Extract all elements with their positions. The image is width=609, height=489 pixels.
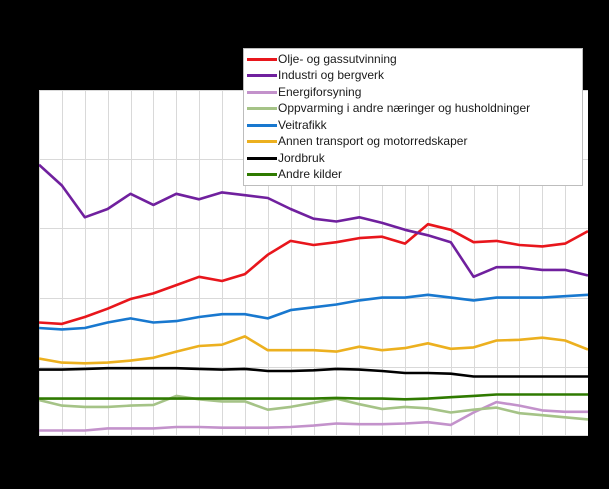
legend-item-label: Industri og bergverk bbox=[278, 68, 385, 83]
legend-item-label: Veitrafikk bbox=[278, 117, 327, 132]
legend-line-swatch bbox=[247, 90, 277, 94]
legend-line-swatch bbox=[247, 107, 277, 111]
series-line-3 bbox=[39, 394, 588, 421]
legend-item: Oppvarming i andre næringer og husholdni… bbox=[247, 101, 582, 117]
legend-item: Andre kilder bbox=[247, 167, 582, 183]
line-chart-svg bbox=[39, 90, 588, 436]
series-line-1 bbox=[39, 163, 588, 279]
legend-item: Olje- og gassutvinning bbox=[247, 51, 582, 67]
legend-line-swatch bbox=[247, 123, 277, 127]
legend-line-swatch bbox=[247, 156, 277, 160]
legend-item: Annen transport og motorredskaper bbox=[247, 134, 582, 150]
legend-line-swatch bbox=[247, 57, 277, 61]
legend-item: Jordbruk bbox=[247, 150, 582, 166]
legend-line-swatch bbox=[247, 140, 277, 144]
legend-item: Industri og bergverk bbox=[247, 68, 582, 84]
legend: Olje- og gassutvinning Industri og bergve… bbox=[243, 48, 583, 186]
legend-item-label: Annen transport og motorredskaper bbox=[278, 134, 468, 149]
series-line-2 bbox=[39, 400, 588, 432]
legend-item: Energiforsyning bbox=[247, 84, 582, 100]
legend-item-label: Energiforsyning bbox=[278, 84, 362, 99]
series-line-6 bbox=[39, 366, 588, 378]
series-line-4 bbox=[39, 293, 588, 331]
legend-item-label: Jordbruk bbox=[278, 150, 325, 165]
legend-item-label: Olje- og gassutvinning bbox=[278, 51, 397, 66]
gridlines bbox=[39, 90, 588, 436]
series-line-5 bbox=[39, 335, 588, 365]
legend-item-label: Andre kilder bbox=[278, 167, 343, 182]
legend-item: Veitrafikk bbox=[247, 117, 582, 133]
series-line-0 bbox=[39, 222, 588, 326]
legend-line-swatch bbox=[247, 173, 277, 177]
legend-item-label: Oppvarming i andre næringer og husholdni… bbox=[278, 101, 531, 116]
series-line-7 bbox=[39, 393, 588, 401]
legend-line-swatch bbox=[247, 74, 277, 78]
